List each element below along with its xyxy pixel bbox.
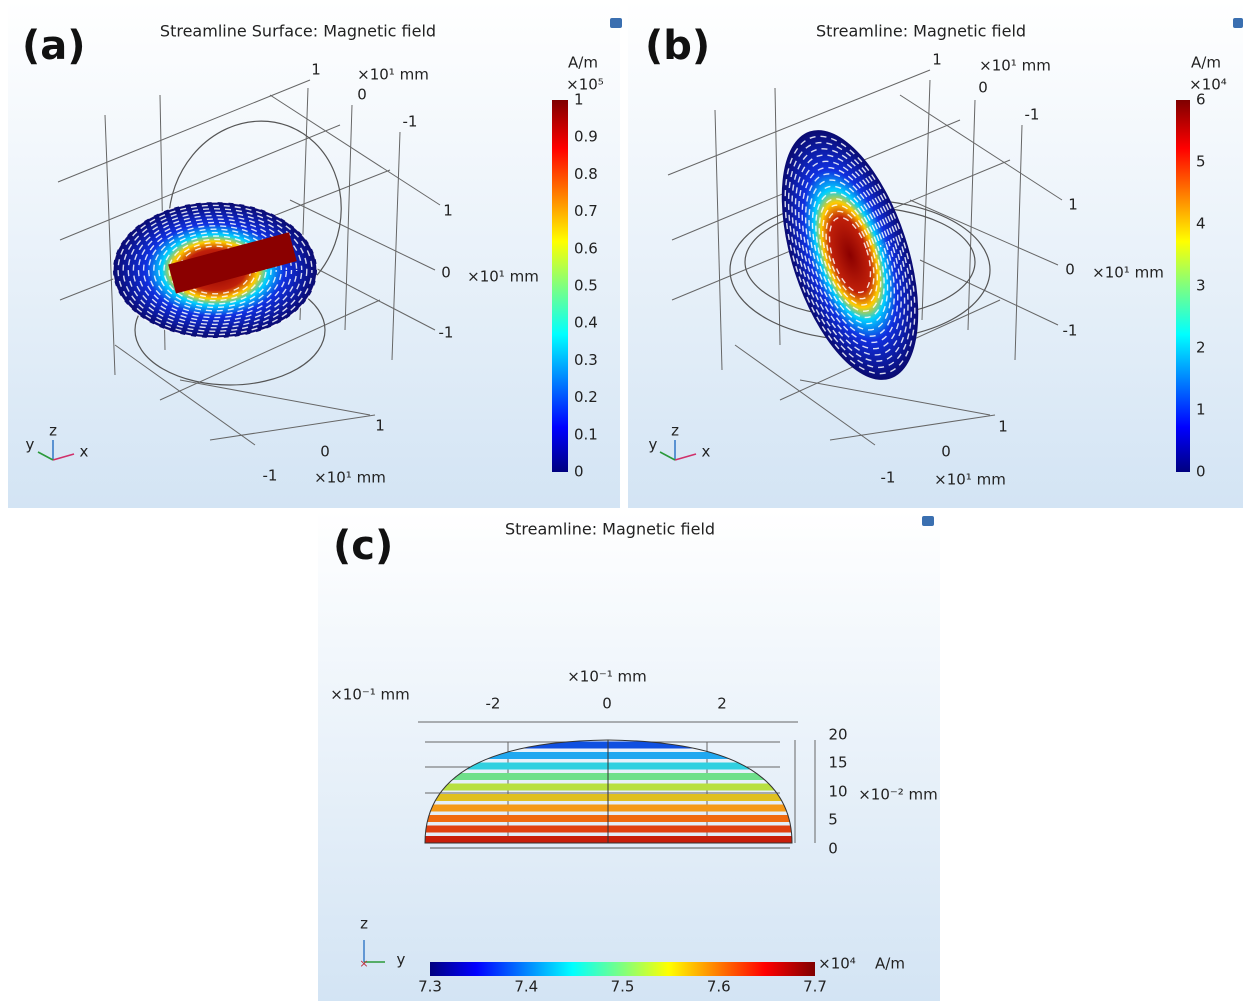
axis-label: -1	[1063, 322, 1078, 340]
axis-label: -1	[1025, 106, 1040, 124]
colorbar	[1176, 100, 1190, 472]
axis-label: 10	[828, 783, 847, 801]
triad-label: x	[80, 443, 89, 461]
axis-label: ×10¹ mm	[357, 66, 429, 84]
axis-label: ×10¹ mm	[934, 471, 1006, 489]
colorbar-tick: 3	[1196, 277, 1206, 295]
axis-label: 0	[941, 443, 951, 461]
axis-label: 0	[441, 264, 451, 282]
triad-label: z	[360, 915, 368, 933]
axis-label: -1	[439, 324, 454, 342]
axis-label: 1	[998, 418, 1008, 436]
axis-label: 0	[828, 840, 838, 858]
axis-label: 0	[357, 86, 367, 104]
triad-label: y	[26, 436, 35, 454]
colorbar-tick: 0	[1196, 463, 1206, 481]
axis-label: -2	[486, 695, 501, 713]
colorbar-tick: 0.2	[574, 388, 598, 406]
axis-label: ×10¹ mm	[979, 57, 1051, 75]
axis-label: 15	[828, 754, 847, 772]
colorbar-tick: 0.7	[574, 202, 598, 220]
triad-label: x	[702, 443, 711, 461]
colorbar-tick: 0	[574, 463, 584, 481]
colorbar-tick: 6	[1196, 91, 1206, 109]
colorbar	[552, 100, 568, 472]
svg-text:×: ×	[359, 957, 368, 970]
triad-label: y	[397, 951, 406, 969]
axis-label: 1	[443, 202, 453, 220]
axis-label: -1	[881, 469, 896, 487]
logo	[1233, 18, 1243, 28]
panel-title: Streamline: Magnetic field	[816, 22, 1026, 41]
streamline-band	[420, 805, 800, 812]
axis-label: ×10⁻² mm	[858, 786, 938, 804]
colorbar-tick: 5	[1196, 153, 1206, 171]
colorbar-tick: 0.4	[574, 314, 598, 332]
colorbar-tick: 7.4	[514, 978, 538, 996]
panel-bg	[628, 0, 1243, 508]
colorbar-tick: 4	[1196, 215, 1206, 233]
triad-label: z	[671, 422, 679, 440]
streamline-band	[420, 815, 800, 822]
panel-title: Streamline: Magnetic field	[505, 520, 715, 539]
axis-label: ×10⁻¹ mm	[567, 668, 647, 686]
panel-label: (b)	[645, 23, 710, 69]
axis-label: ×10¹ mm	[467, 268, 539, 286]
triad-label: y	[649, 436, 658, 454]
axis-label: 1	[311, 61, 321, 79]
colorbar-unit: A/m	[875, 955, 905, 973]
colorbar-scale: ×10⁴	[818, 955, 856, 973]
colorbar-tick: 1	[1196, 401, 1206, 419]
logo	[922, 516, 934, 526]
colorbar-tick: 7.7	[803, 978, 827, 996]
colorbar-tick: 7.6	[707, 978, 731, 996]
streamline-band	[420, 794, 800, 801]
colorbar-scale: ×10⁵	[566, 76, 604, 94]
axis-label: 5	[828, 811, 838, 829]
colorbar-tick: 0.6	[574, 239, 598, 257]
streamline-band	[420, 784, 800, 791]
colorbar-tick: 0.3	[574, 351, 598, 369]
colorbar-tick: 0.5	[574, 277, 598, 295]
colorbar-scale: ×10⁴	[1189, 76, 1227, 94]
colorbar-unit: A/m	[568, 54, 598, 72]
axis-label: 0	[602, 695, 612, 713]
axis-label: ×10¹ mm	[314, 469, 386, 487]
axis-label: ×10⁻¹ mm	[330, 686, 410, 704]
axis-label: -1	[263, 467, 278, 485]
axis-label: 20	[828, 726, 847, 744]
logo	[610, 18, 622, 28]
axis-label: ×10¹ mm	[1092, 264, 1164, 282]
streamline-band	[420, 836, 800, 843]
colorbar-tick: 0.8	[574, 165, 598, 183]
axis-label: 0	[1065, 261, 1075, 279]
colorbar-tick: 7.3	[418, 978, 442, 996]
axis-label: -1	[403, 113, 418, 131]
axis-label: 0	[978, 79, 988, 97]
streamline-band	[420, 826, 800, 833]
axis-label: 0	[320, 443, 330, 461]
axis-label: 1	[932, 51, 942, 69]
colorbar-tick: 2	[1196, 339, 1206, 357]
figure: × (a) Streamline Surface: Magnetic field 1…	[0, 0, 1243, 1001]
axis-label: 1	[375, 417, 385, 435]
panel-label: (c)	[333, 523, 393, 569]
triad-label: z	[49, 422, 57, 440]
streamline-band	[420, 773, 800, 780]
colorbar-tick: 0.1	[574, 425, 598, 443]
colorbar	[430, 962, 815, 976]
colorbar-tick: 1	[574, 91, 584, 109]
panel-label: (a)	[22, 23, 86, 69]
axis-label: 1	[1068, 196, 1078, 214]
axis-label: 2	[717, 695, 727, 713]
colorbar-tick: 7.5	[611, 978, 635, 996]
panel-title: Streamline Surface: Magnetic field	[160, 22, 436, 41]
colorbar-tick: 0.9	[574, 128, 598, 146]
colorbar-unit: A/m	[1191, 54, 1221, 72]
